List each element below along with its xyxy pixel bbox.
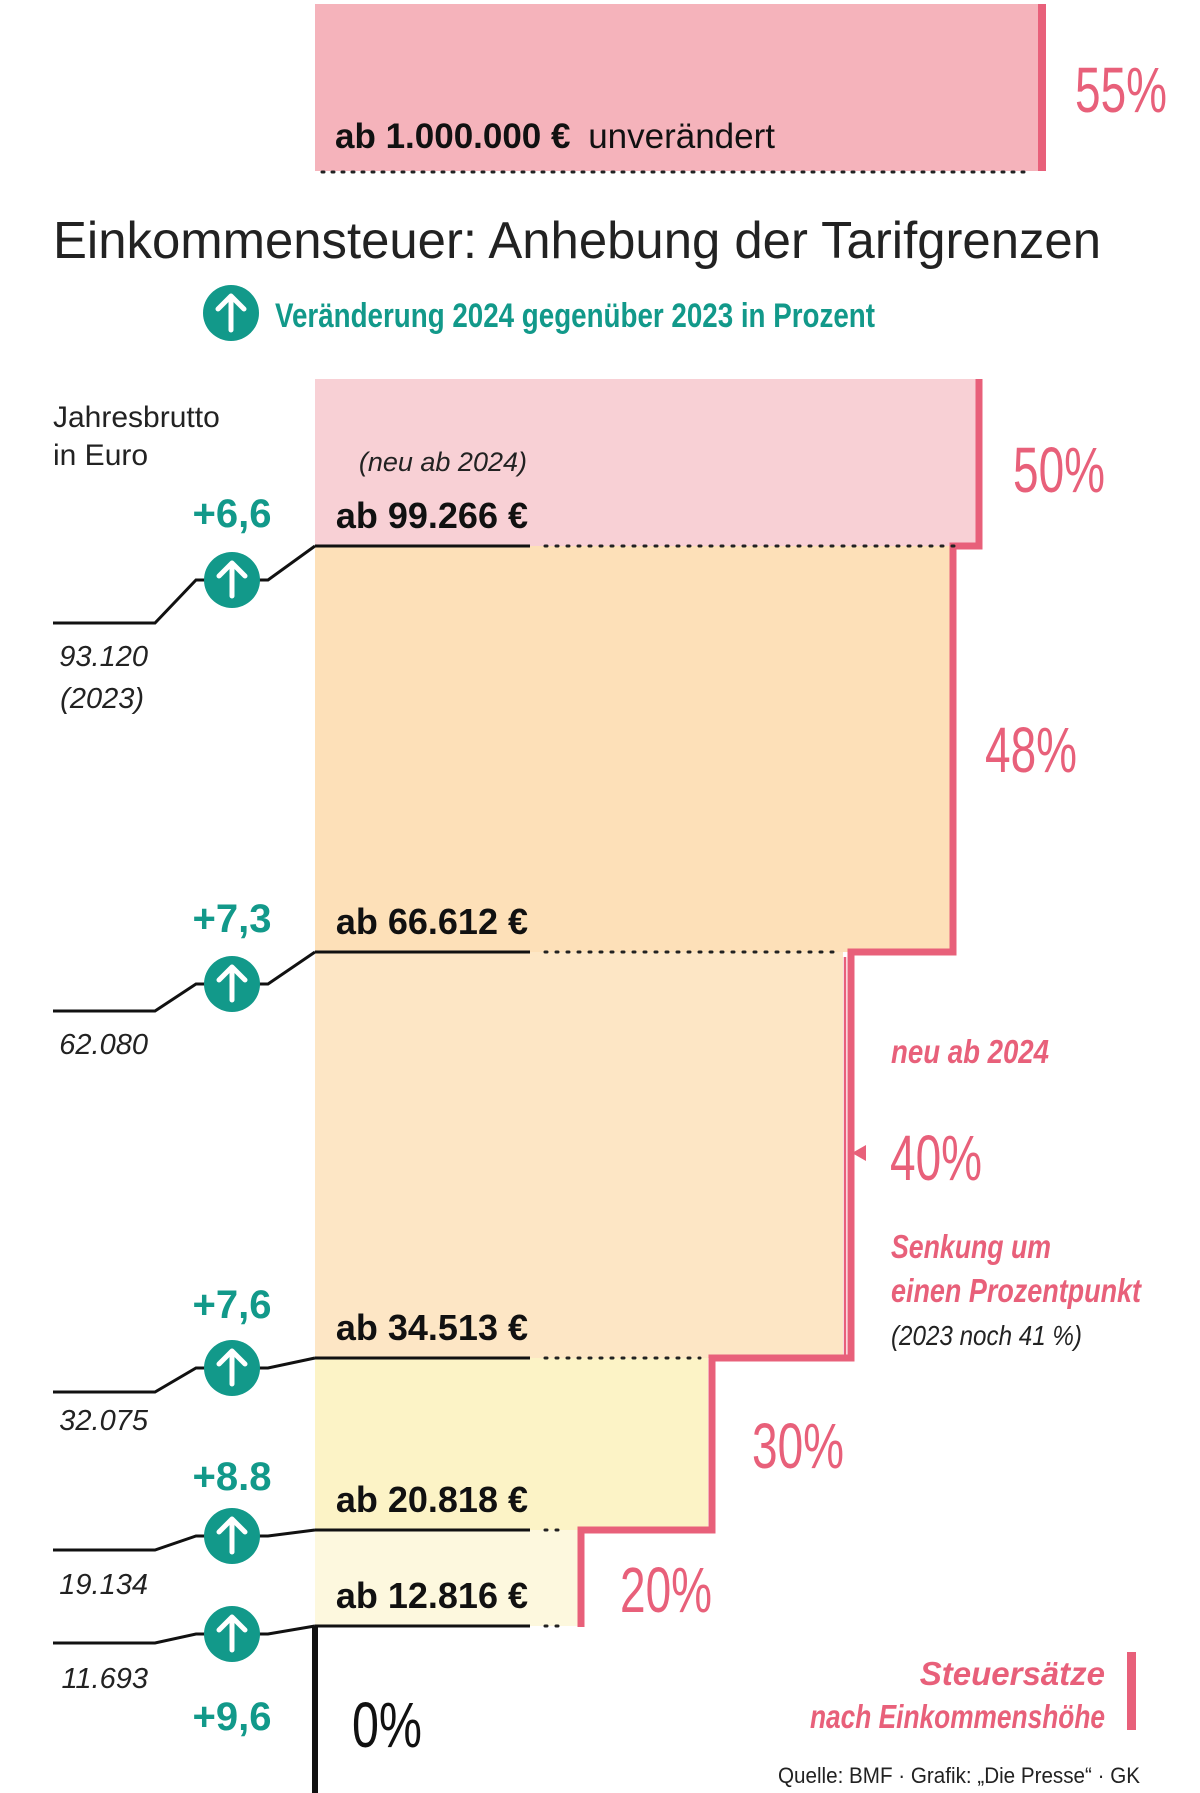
connector-line — [53, 1624, 316, 1645]
top-bracket-label: ab 1.000.000 € unverändert — [335, 117, 775, 156]
threshold-2023-label: 11.693 — [61, 1663, 148, 1695]
up-arrow-head — [216, 964, 248, 983]
up-arrow-head — [216, 1614, 248, 1633]
up-arrow-head — [216, 560, 248, 579]
threshold-2023-label: 19.134 — [59, 1569, 148, 1601]
band-20-percent — [315, 1530, 579, 1626]
change-percent-label: +6,6 — [193, 492, 272, 536]
annotation-reduction-line1: Senkung um — [891, 1228, 1051, 1265]
top-bracket-label-rest: unverändert — [588, 117, 775, 156]
axis-label-line2: in Euro — [53, 439, 148, 472]
rate-label: 40% — [890, 1122, 982, 1194]
threshold-2023-label: 93.120 — [59, 641, 148, 673]
band-40-percent — [315, 952, 843, 1358]
threshold-2024-label: ab 34.513 € — [336, 1307, 528, 1348]
change-percent-label: +8.8 — [193, 1455, 272, 1499]
change-percent-label: +7,6 — [193, 1283, 272, 1327]
chart-title: Einkommensteuer: Anhebung der Tarifgrenz… — [53, 212, 1101, 270]
connector-line — [53, 1528, 316, 1552]
legend-box-line1: Steuersätze — [920, 1655, 1105, 1692]
connector-line — [53, 1356, 316, 1394]
threshold-2023-note: (2023) — [60, 683, 144, 715]
band-55-percent — [315, 4, 1038, 171]
rate-55-label: 55% — [1075, 54, 1167, 126]
connector-line — [53, 950, 316, 1013]
rate-label: 50% — [1013, 434, 1105, 506]
annotation-reduction-note: (2023 noch 41 %) — [891, 1320, 1082, 1351]
rate-label: 20% — [620, 1554, 712, 1626]
band-30-percent — [315, 1358, 708, 1530]
rate-staircase-line — [577, 379, 983, 1627]
top-bracket-label-bold: ab 1.000.000 € — [335, 117, 570, 156]
threshold-2023-label: 32.075 — [59, 1405, 149, 1437]
axis-label-line1: Jahresbrutto — [53, 401, 220, 434]
legend-box-bar — [1127, 1652, 1136, 1730]
threshold-2024-label: ab 99.266 € — [336, 495, 528, 536]
rate-label: 48% — [985, 714, 1077, 786]
threshold-2024-label: ab 66.612 € — [336, 901, 528, 942]
bracket-note: (neu ab 2024) — [359, 447, 527, 477]
threshold-2024-label: ab 20.818 € — [336, 1479, 528, 1520]
band-48-percent — [315, 546, 951, 952]
legend-box-line2: nach Einkommenshöhe — [810, 1698, 1105, 1735]
annotation-new-2024: neu ab 2024 — [891, 1033, 1049, 1070]
source-credit: Quelle: BMF · Grafik: „Die Presse“ · GK — [778, 1763, 1140, 1788]
threshold-2023-label: 62.080 — [59, 1029, 148, 1061]
up-arrow-head — [216, 1516, 248, 1535]
band-55-edge — [1038, 4, 1046, 171]
band-50-percent — [315, 379, 977, 546]
connector-line — [53, 544, 316, 625]
threshold-2024-label: ab 12.816 € — [336, 1575, 528, 1616]
change-percent-label: +9,6 — [193, 1695, 272, 1739]
new-2024-marker-icon — [852, 1145, 866, 1161]
legend-up-arrow-icon — [203, 285, 259, 341]
legend-label: Veränderung 2024 gegenüber 2023 in Proze… — [275, 297, 875, 335]
change-percent-label: +7,3 — [193, 897, 272, 941]
bracket-marks: +9,6 ab 12.816 € 11.693 20% +8.8 ab 20.818 € 1… — [53, 434, 1105, 1739]
rate-0-label: 0% — [352, 1689, 422, 1761]
rate-label: 30% — [752, 1410, 844, 1482]
up-arrow-head — [216, 1348, 248, 1367]
annotation-reduction-line2: einen Prozentpunkt — [891, 1272, 1143, 1309]
